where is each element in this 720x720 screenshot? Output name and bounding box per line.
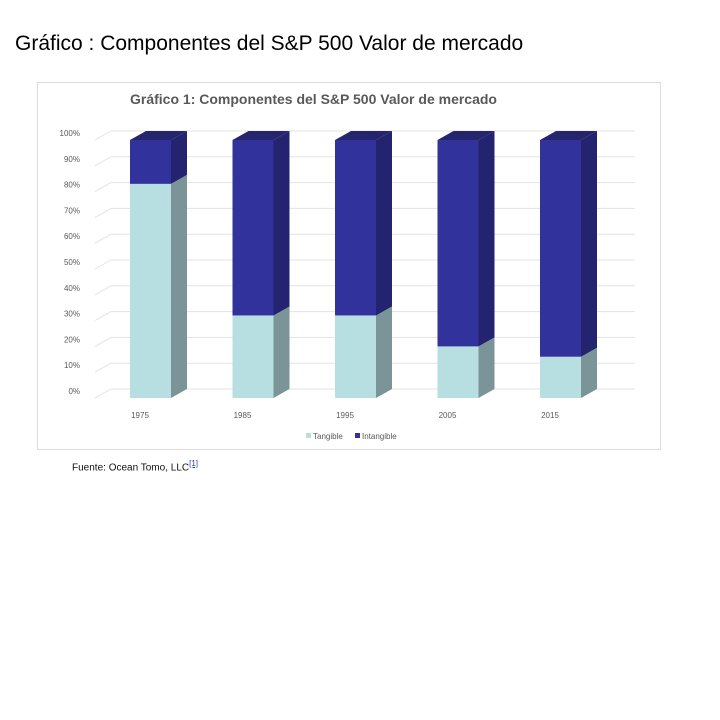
bar-top-1985 <box>232 131 290 140</box>
y-tick-label: 40% <box>64 284 80 293</box>
page-title: Gráfico : Componentes del S&P 500 Valor … <box>15 32 524 55</box>
y-tick-label: 100% <box>60 129 80 138</box>
y-tick-label: 60% <box>64 232 80 241</box>
y-tick-label: 30% <box>64 310 80 319</box>
bar-intangible-2005 <box>437 140 479 347</box>
bar-top-1995 <box>335 131 392 140</box>
bar-side-intangible-1985 <box>273 131 290 316</box>
bar-side-tangible-2015 <box>581 347 597 398</box>
bar-tangible-1985 <box>232 315 274 398</box>
x-tick-label: 1995 <box>336 411 354 420</box>
source-footnote-link[interactable]: [1] <box>189 459 199 468</box>
bar-side-tangible-1975 <box>171 174 187 398</box>
gridline-diagonal <box>94 259 112 270</box>
bar-intangible-1975 <box>130 140 171 184</box>
bar-tangible-2005 <box>437 346 479 398</box>
gridline-diagonal <box>94 156 112 167</box>
gridline-diagonal <box>94 207 112 218</box>
chart-frame: Gráfico 1: Componentes del S&P 500 Valor… <box>37 82 661 450</box>
gridline-diagonal <box>94 233 112 244</box>
y-tick-label: 50% <box>64 258 80 267</box>
bar-top-1975 <box>130 131 187 140</box>
bar-intangible-2015 <box>540 140 581 357</box>
y-tick-label: 70% <box>64 206 80 215</box>
gridline-diagonal <box>94 311 112 322</box>
legend-label-intangible: Intangible <box>362 432 397 441</box>
gridline-diagonal <box>94 336 112 347</box>
gridline-diagonal <box>94 130 112 141</box>
source-text: Fuente: Ocean Tomo, LLC <box>72 462 190 474</box>
y-tick-label: 20% <box>64 335 80 344</box>
legend-swatch-intangible <box>355 433 360 438</box>
x-tick-label: 1985 <box>234 411 252 420</box>
legend-swatch-tangible <box>306 433 311 438</box>
y-tick-label: 10% <box>64 361 80 370</box>
bar-top-2015 <box>540 131 597 140</box>
bar-side-tangible-1995 <box>376 306 392 398</box>
gridline-diagonal <box>94 388 112 399</box>
gridline-diagonal <box>94 285 112 296</box>
y-tick-label: 90% <box>64 155 80 164</box>
bar-tangible-1975 <box>130 183 171 398</box>
source-note: Fuente: Ocean Tomo, LLC[1] <box>72 459 198 473</box>
x-tick-label: 2005 <box>439 411 457 420</box>
legend-label-tangible: Tangible <box>313 432 343 441</box>
bar-tangible-2015 <box>540 356 581 398</box>
y-tick-label: 0% <box>68 387 80 396</box>
y-tick-label: 80% <box>64 181 80 190</box>
stacked-bar-chart: Gráfico 1: Componentes del S&P 500 Valor… <box>60 91 635 441</box>
bar-intangible-1985 <box>232 140 274 316</box>
bar-side-intangible-1995 <box>376 131 392 316</box>
bar-intangible-1995 <box>335 140 376 316</box>
gridline-diagonal <box>94 182 112 193</box>
bar-top-2005 <box>437 131 495 140</box>
chart-title: Gráfico 1: Componentes del S&P 500 Valor… <box>130 91 497 107</box>
x-tick-label: 1975 <box>131 411 149 420</box>
bar-side-intangible-1975 <box>171 131 187 184</box>
bar-side-tangible-1985 <box>273 306 290 398</box>
bar-side-intangible-2015 <box>581 131 597 357</box>
bar-side-tangible-2005 <box>478 337 495 398</box>
x-tick-label: 2015 <box>541 411 559 420</box>
bar-side-intangible-2005 <box>478 131 495 347</box>
gridline-diagonal <box>94 362 112 373</box>
bar-tangible-1995 <box>335 315 376 398</box>
